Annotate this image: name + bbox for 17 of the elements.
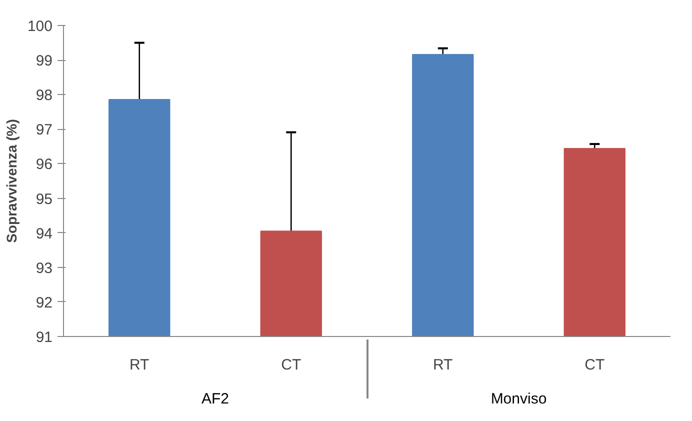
text: AF2 (201, 390, 230, 408)
y-tick-label: 93 (36, 260, 53, 277)
y-axis-title: Sopravvivenza (%) (3, 119, 20, 243)
x-tick-label: CT (281, 356, 302, 374)
y-tick-label: 98 (36, 87, 53, 104)
x-tick-label: CT (584, 356, 605, 374)
y-tick-label: 94 (36, 225, 53, 242)
y-tick-label: 92 (36, 294, 53, 312)
y-tick-label: 96 (36, 156, 53, 174)
y-tick-label: 100 (27, 18, 53, 35)
y-tick-label: 99 (36, 52, 53, 70)
y-tick-label: 91 (36, 329, 53, 346)
y-tick-label: 97 (36, 122, 53, 139)
x-tick-label: RT (433, 356, 453, 374)
x-tick-label: RT (130, 356, 150, 374)
y-tick-label: 95 (36, 190, 53, 208)
text: Monviso (490, 390, 547, 408)
